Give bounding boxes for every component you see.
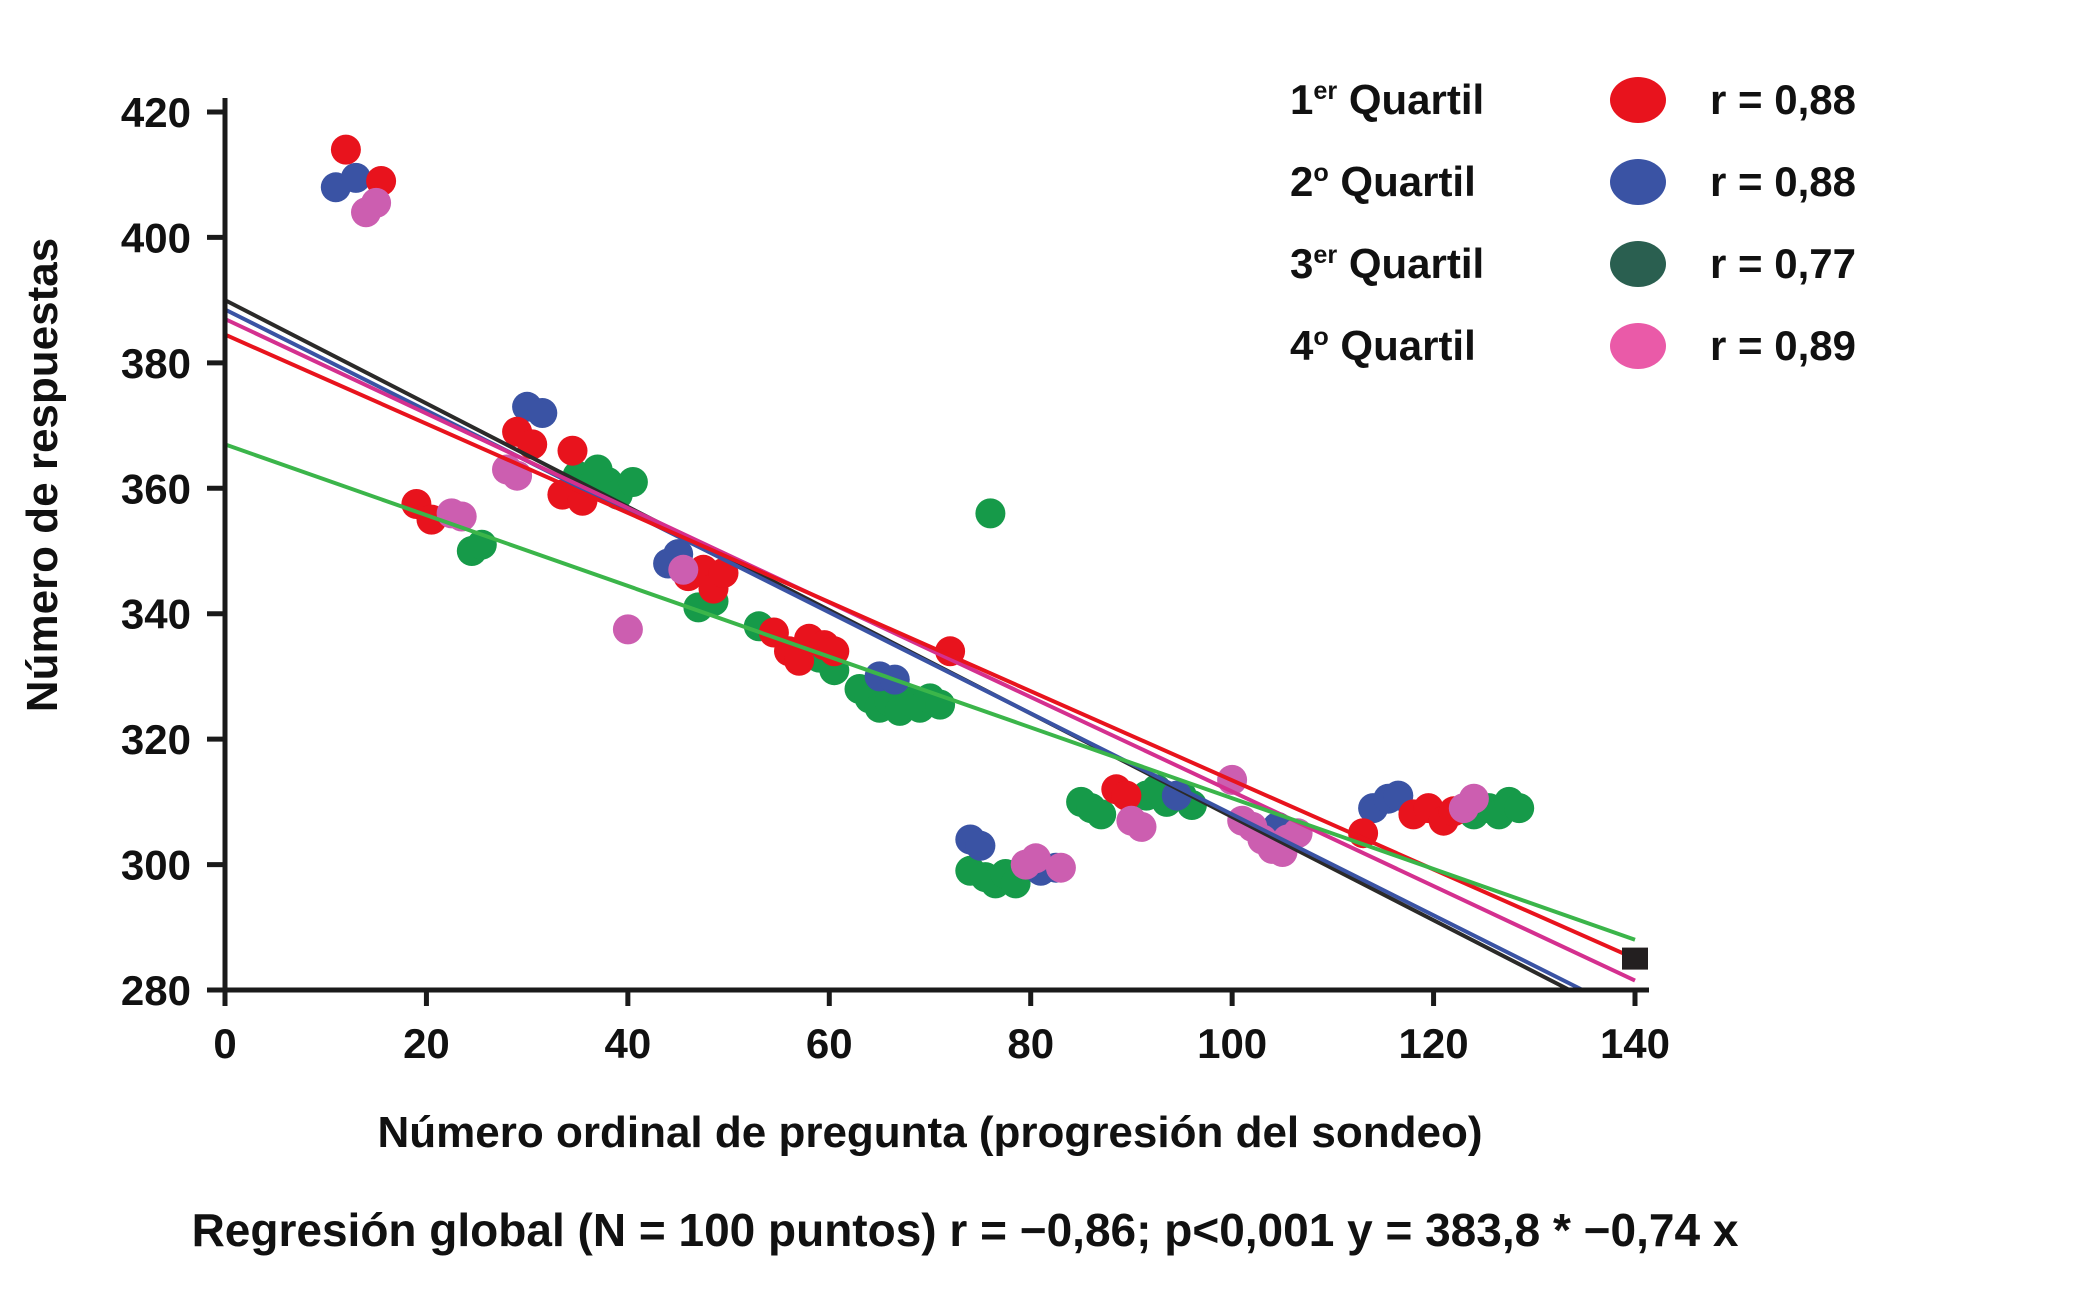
data-point-quartil-1 xyxy=(1111,780,1142,811)
legend-item-1: 1er Quartil r = 0,88 xyxy=(1290,72,1856,128)
data-point-quartil-3 xyxy=(1086,799,1117,830)
data-point-quartil-1 xyxy=(708,558,739,588)
x-tick-label: 20 xyxy=(403,1020,450,1067)
legend-item-4: 4o Quartil r = 0,89 xyxy=(1290,318,1856,374)
legend-r-value: r = 0,77 xyxy=(1710,240,1856,287)
regression-caption: Regresión global (N = 100 puntos) r = −0… xyxy=(191,1204,1739,1256)
legend-r-value: r = 0,88 xyxy=(1710,158,1856,205)
data-point-quartil-3 xyxy=(975,498,1006,529)
y-tick-label: 300 xyxy=(121,842,191,889)
data-point-quartil-3 xyxy=(1504,793,1535,824)
data-point-quartil-1 xyxy=(557,435,588,466)
data-point-quartil-4 xyxy=(1020,843,1051,874)
regression-line xyxy=(224,442,1636,942)
data-point-quartil-1 xyxy=(517,429,548,460)
data-point-quartil-1 xyxy=(819,636,850,667)
data-point-quartil-4 xyxy=(612,614,643,645)
y-tick-label: 420 xyxy=(121,89,191,136)
legend-label: 4o Quartil xyxy=(1290,322,1476,369)
legend-dot xyxy=(1610,77,1666,123)
x-tick-label: 0 xyxy=(213,1020,236,1067)
legend-label: 3er Quartil xyxy=(1290,240,1485,287)
legend-r-value: r = 0,88 xyxy=(1710,76,1856,123)
legend-r-value: r = 0,89 xyxy=(1710,322,1856,369)
data-point-quartil-2 xyxy=(340,162,371,193)
x-axis-title: Número ordinal de pregunta (progresión d… xyxy=(377,1108,1483,1157)
legend-label: 2o Quartil xyxy=(1290,158,1476,205)
regression-line xyxy=(224,317,1636,983)
y-tick-label: 340 xyxy=(121,591,191,638)
legend-label: 1er Quartil xyxy=(1290,76,1485,123)
x-tick-label: 60 xyxy=(806,1020,853,1067)
y-tick-label: 360 xyxy=(121,465,191,512)
legend-dot xyxy=(1610,241,1666,287)
x-tick-label: 80 xyxy=(1007,1020,1054,1067)
data-point-quartil-4 xyxy=(668,554,699,585)
data-point-quartil-4 xyxy=(361,187,392,218)
x-tick-label: 100 xyxy=(1197,1020,1267,1067)
data-point-quartil-4 xyxy=(1126,811,1157,842)
y-tick-label: 320 xyxy=(121,716,191,763)
outlier-square xyxy=(1622,947,1648,970)
regression-line xyxy=(224,307,1584,992)
data-point-quartil-2 xyxy=(1161,780,1192,811)
y-tick-label: 380 xyxy=(121,340,191,387)
data-point-quartil-4 xyxy=(1045,852,1076,883)
data-point-quartil-3 xyxy=(617,467,648,497)
data-point-quartil-1 xyxy=(330,134,361,165)
legend-item-2: 2o Quartil r = 0,88 xyxy=(1290,154,1856,210)
legend-dot xyxy=(1610,323,1666,369)
x-tick-label: 140 xyxy=(1600,1020,1670,1067)
legend-item-3: 3er Quartil r = 0,77 xyxy=(1290,236,1856,292)
y-tick-label: 400 xyxy=(121,214,191,261)
regression-line xyxy=(224,332,1636,961)
data-point-quartil-2 xyxy=(527,398,558,428)
y-tick-label: 280 xyxy=(121,967,191,1014)
y-axis-title: Número de respuestas xyxy=(18,237,67,713)
legend: 1er Quartil r = 0,88 2o Quartil r = 0,88 3er… xyxy=(1290,72,1856,374)
x-tick-label: 120 xyxy=(1399,1020,1469,1067)
data-point-quartil-2 xyxy=(965,830,996,861)
data-point-quartil-4 xyxy=(1458,783,1489,814)
x-tick-label: 40 xyxy=(604,1020,651,1067)
legend-dot xyxy=(1610,159,1666,205)
